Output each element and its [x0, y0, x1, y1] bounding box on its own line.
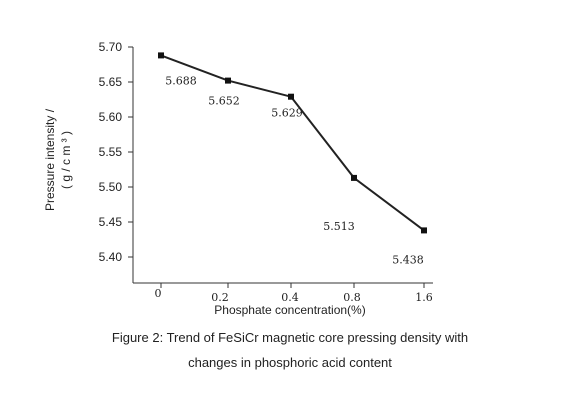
y-tick-label: 5.45 — [99, 215, 123, 229]
x-tick-label: 1.6 — [415, 291, 433, 304]
y-tick-label: 5.40 — [99, 250, 123, 264]
figure-caption-line1: Figure 2: Trend of FeSiCr magnetic core … — [111, 330, 469, 345]
data-point — [351, 174, 357, 181]
x-tick-label: 0.4 — [281, 291, 299, 304]
data-point — [421, 227, 427, 234]
figure-caption-line2: changes in phosphoric acid content — [188, 355, 392, 370]
y-tick-label: 5.50 — [99, 180, 123, 194]
data-point — [158, 52, 164, 59]
x-tick-label: 0.8 — [343, 291, 361, 304]
y-tick-label: 5.60 — [99, 110, 123, 124]
data-label: 5.688 — [165, 74, 197, 87]
x-axis-label: Phosphate concentration(%) — [214, 303, 365, 317]
data-label: 5.629 — [271, 107, 303, 120]
y-tick-label: 5.65 — [99, 75, 123, 89]
y-tick-label: 5.55 — [99, 145, 123, 159]
data-point — [225, 77, 231, 84]
x-tick-label: 0 — [155, 287, 162, 300]
series-line — [160, 54, 425, 232]
x-tick-label: 0.2 — [211, 291, 229, 304]
y-axis-label-line1: Pressure intensity / — [43, 108, 57, 211]
series-layer: 5.688 5.652 5.629 5.513 5.438 — [158, 52, 427, 266]
y-tick-label: 5.70 — [99, 40, 123, 54]
y-axis-label-line2: ( g / c m ³ ) — [59, 131, 73, 189]
data-point — [288, 93, 294, 100]
data-label: 5.652 — [208, 95, 240, 108]
data-label: 5.513 — [323, 220, 355, 233]
data-label: 5.438 — [392, 253, 424, 266]
